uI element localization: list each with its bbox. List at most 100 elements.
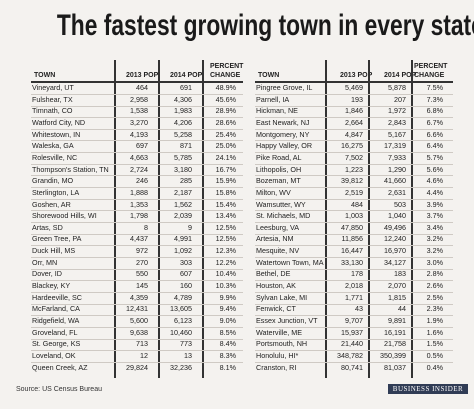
- pop-2013: 4,359: [130, 292, 148, 302]
- percent-change: 6.7%: [426, 117, 443, 127]
- row-separator: [255, 256, 453, 258]
- town-name: Milton, WV: [256, 187, 291, 197]
- pop-2014: 285: [180, 176, 192, 186]
- column-header-2013: 2013 POP: [126, 72, 159, 79]
- town-name: Ridgefield, WA: [32, 316, 80, 325]
- row-separator: [31, 303, 243, 305]
- pop-2014: 207: [394, 94, 406, 104]
- pop-2014: 34,127: [384, 257, 406, 267]
- percent-change: 8.3%: [219, 350, 236, 360]
- percent-change: 3.7%: [426, 211, 443, 221]
- row-separator: [255, 152, 453, 154]
- percent-change: 9.0%: [219, 316, 236, 325]
- pop-2014: 1,562: [174, 199, 192, 209]
- town-name: St. Michaels, MD: [256, 211, 311, 221]
- percent-change: 12.5%: [215, 234, 236, 244]
- pop-2014: 13: [184, 350, 192, 360]
- row-separator: [31, 280, 243, 282]
- town-name: Watertown Town, MA: [256, 257, 324, 267]
- percent-change: 12.5%: [215, 222, 236, 232]
- town-name: Loveland, OK: [32, 350, 76, 360]
- town-name: Lithopolis, OH: [256, 164, 302, 174]
- pop-2014: 2,039: [174, 211, 192, 221]
- town-name: Happy Valley, OR: [256, 141, 313, 151]
- pop-2014: 2,070: [388, 281, 406, 291]
- pop-2014: 350,399: [380, 350, 406, 360]
- source-note: Source: US Census Bureau: [16, 386, 102, 393]
- pop-2014: 13,605: [170, 304, 192, 314]
- column-header-percent-line1: PERCENT: [414, 63, 448, 70]
- pop-2014: 1,983: [174, 106, 192, 116]
- town-name: St. George, KS: [32, 339, 81, 349]
- percent-change: 9.9%: [219, 292, 236, 302]
- row-separator: [255, 303, 453, 305]
- town-name: Parnell, IA: [256, 94, 290, 104]
- town-name: Fulshear, TX: [32, 94, 73, 104]
- row-separator: [31, 140, 243, 142]
- pop-2013: 972: [136, 246, 148, 256]
- pop-2014: 9,891: [388, 316, 406, 325]
- pop-2013: 2,724: [130, 164, 148, 174]
- row-separator: [31, 117, 243, 119]
- town-name: Bethel, DE: [256, 269, 291, 279]
- row-separator: [31, 326, 243, 328]
- row-separator: [31, 256, 243, 258]
- percent-change: 15.9%: [215, 176, 236, 186]
- percent-change: 10.4%: [215, 269, 236, 279]
- column-header-2014: 2014 POP: [170, 72, 203, 79]
- row-separator: [255, 315, 453, 317]
- row-separator: [31, 315, 243, 317]
- town-name: Wamsutter, WY: [256, 199, 306, 209]
- town-name: Goshen, AR: [32, 199, 71, 209]
- row-separator: [255, 280, 453, 282]
- pop-2013: 1,538: [130, 106, 148, 116]
- row-separator: [31, 291, 243, 293]
- pop-2013: 1,003: [345, 211, 363, 221]
- percent-change: 7.5%: [426, 83, 443, 92]
- town-name: Groveland, FL: [32, 327, 78, 337]
- pop-2013: 21,440: [341, 339, 363, 349]
- row-separator: [255, 222, 453, 223]
- pop-2013: 8: [144, 222, 148, 232]
- percent-change: 3.2%: [426, 234, 443, 244]
- column-header-percent-line2: CHANGE: [210, 72, 241, 79]
- percent-change: 10.3%: [215, 281, 236, 291]
- town-name: Dover, ID: [32, 269, 62, 279]
- percent-change: 4.6%: [426, 176, 443, 186]
- row-separator: [31, 210, 243, 212]
- row-separator: [255, 326, 453, 328]
- town-name: Sylvan Lake, MI: [256, 292, 308, 302]
- pop-2014: 5,167: [388, 129, 406, 139]
- town-name: East Newark, NJ: [256, 117, 310, 127]
- pop-2013: 47,850: [341, 222, 363, 232]
- pop-2014: 21,758: [384, 339, 406, 349]
- pop-2013: 1,223: [345, 164, 363, 174]
- row-separator: [31, 350, 243, 352]
- pop-2014: 32,236: [170, 362, 192, 372]
- town-name: Vineyard, UT: [32, 83, 74, 92]
- percent-change: 3.4%: [426, 222, 443, 232]
- pop-2014: 4,991: [174, 234, 192, 244]
- percent-change: 13.4%: [215, 211, 236, 221]
- pop-2014: 9: [188, 222, 192, 232]
- row-separator: [255, 210, 453, 212]
- town-name: McFarland, CA: [32, 304, 80, 314]
- column-divider: [158, 60, 160, 378]
- town-name: Cranston, RI: [256, 362, 297, 372]
- town-name: Waleska, GA: [32, 141, 74, 151]
- row-separator: [31, 175, 243, 177]
- pop-2013: 348,782: [337, 350, 363, 360]
- pop-2014: 503: [394, 199, 406, 209]
- town-name: Queen Creek, AZ: [32, 362, 88, 372]
- pop-2013: 2,519: [345, 187, 363, 197]
- row-separator: [255, 245, 453, 247]
- pop-2013: 4,847: [345, 129, 363, 139]
- percent-change: 5.7%: [426, 152, 443, 162]
- percent-change: 45.6%: [215, 94, 236, 104]
- town-name: Timnath, CO: [32, 106, 73, 116]
- row-separator: [255, 128, 453, 130]
- town-name: Hickman, NE: [256, 106, 298, 116]
- percent-change: 7.3%: [426, 94, 443, 104]
- town-name: Portsmouth, NH: [256, 339, 308, 349]
- percent-change: 3.0%: [426, 257, 443, 267]
